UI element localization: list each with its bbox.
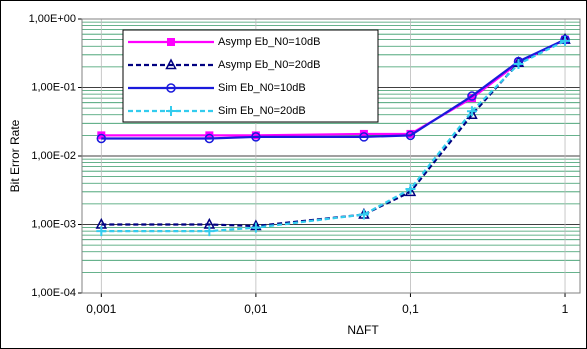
marker: [358, 209, 369, 220]
legend-box: [122, 29, 379, 123]
legend: Asymp Eb_N0=10dB Asymp Eb_N0=20dB Sim Eb_N…: [122, 29, 379, 123]
series-line: [101, 38, 566, 228]
legend-label: Asymp Eb_N0=10dB: [218, 36, 320, 48]
x-tick-label: 0,001: [86, 302, 116, 316]
marker: [96, 133, 107, 144]
series-line: [101, 38, 566, 140]
marker: [467, 91, 477, 101]
marker: [359, 132, 369, 142]
plot-border: [81, 18, 581, 294]
y-axis-title: Bit Error Rate: [8, 119, 22, 192]
marker: [466, 106, 477, 117]
y-tick-label: 1,00E+00: [29, 13, 76, 25]
marker: [251, 132, 261, 142]
marker: [513, 59, 524, 70]
legend-label: Sim Eb_N0=10dB: [218, 82, 306, 94]
x-tick-label: 1: [562, 302, 569, 316]
marker: [251, 131, 260, 140]
y-tick-label: 1,00E-03: [31, 218, 76, 230]
marker: [205, 131, 214, 140]
marker: [204, 133, 215, 144]
legend-label: Sim Eb_N0=20dB: [218, 105, 306, 117]
x-tick-label: 0,1: [402, 302, 419, 316]
series-line: [101, 38, 566, 137]
marker: [204, 226, 215, 237]
marker: [165, 58, 177, 70]
marker: [166, 83, 176, 93]
marker: [96, 226, 107, 237]
y-tick-label: 1,00E-01: [31, 81, 76, 93]
series-line: [101, 39, 566, 233]
marker: [97, 131, 106, 140]
legend-label: Asymp Eb_N0=20dB: [218, 59, 320, 71]
marker: [359, 129, 368, 138]
marker: [405, 130, 416, 141]
marker: [467, 94, 476, 103]
marker: [166, 106, 176, 116]
y-tick-label: 1,00E-04: [31, 287, 76, 299]
marker: [560, 35, 571, 46]
y-tick-label: 1,00E-02: [31, 150, 76, 162]
marker: [406, 129, 415, 138]
x-axis-title: NΔFT: [347, 323, 379, 337]
marker: [405, 183, 416, 194]
marker: [167, 38, 175, 46]
marker: [250, 222, 261, 233]
x-tick-label: 0,01: [244, 302, 268, 316]
